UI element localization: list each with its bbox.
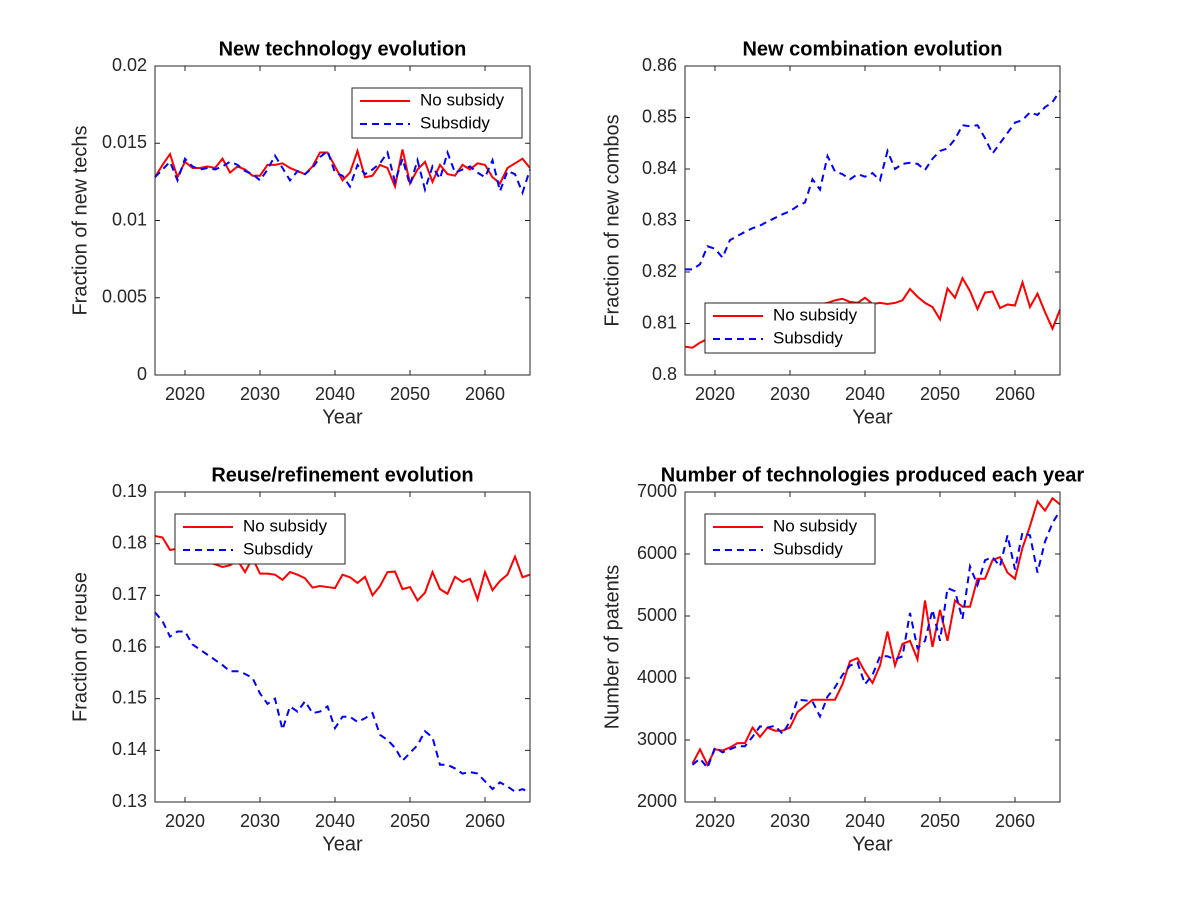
y-tick-label: 4000 (637, 667, 677, 687)
x-tick-label: 2020 (695, 811, 735, 831)
x-axis-label: Year (852, 406, 893, 428)
x-tick-label: 2060 (465, 811, 505, 831)
x-tick-label: 2040 (845, 384, 885, 404)
y-tick-label: 0 (137, 364, 147, 384)
y-axis-label: Fraction of reuse (69, 572, 91, 722)
y-tick-label: 0.19 (112, 481, 147, 501)
chart-title: New technology evolution (219, 38, 467, 60)
legend-label: Subsdidy (243, 539, 313, 558)
y-tick-label: 0.81 (642, 312, 677, 332)
y-tick-label: 0.83 (642, 209, 677, 229)
y-tick-label: 0.02 (112, 55, 147, 75)
y-tick-label: 6000 (637, 543, 677, 563)
y-tick-label: 0.015 (102, 132, 147, 152)
x-tick-label: 2030 (240, 384, 280, 404)
x-tick-label: 2040 (315, 384, 355, 404)
x-tick-label: 2050 (920, 384, 960, 404)
x-tick-label: 2030 (240, 811, 280, 831)
y-tick-label: 0.005 (102, 287, 147, 307)
y-tick-label: 0.17 (112, 584, 147, 604)
legend-label: Subsdidy (773, 328, 843, 347)
y-axis-label: Fraction of new techs (69, 125, 91, 315)
x-tick-label: 2050 (920, 811, 960, 831)
legend-label: No subsidy (773, 516, 858, 535)
x-tick-label: 2060 (465, 384, 505, 404)
y-tick-label: 0.13 (112, 791, 147, 811)
y-tick-label: 0.16 (112, 636, 147, 656)
y-tick-label: 0.84 (642, 158, 677, 178)
x-tick-label: 2020 (695, 384, 735, 404)
legend-label: No subsidy (773, 305, 858, 324)
x-tick-label: 2040 (315, 811, 355, 831)
x-axis-label: Year (852, 833, 893, 855)
x-tick-label: 2020 (165, 384, 205, 404)
legend-label: No subsidy (243, 516, 328, 535)
legend-label: No subsidy (420, 90, 505, 109)
legend-label: Subsdidy (773, 539, 843, 558)
x-tick-label: 2050 (390, 384, 430, 404)
y-tick-label: 0.15 (112, 687, 147, 707)
x-tick-label: 2020 (165, 811, 205, 831)
x-axis-label: Year (322, 406, 363, 428)
chart-title: Number of technologies produced each yea… (661, 464, 1085, 486)
x-tick-label: 2060 (995, 384, 1035, 404)
y-tick-label: 0.86 (642, 55, 677, 75)
y-tick-label: 0.14 (112, 739, 147, 759)
y-tick-label: 5000 (637, 605, 677, 625)
x-tick-label: 2060 (995, 811, 1035, 831)
y-tick-label: 0.18 (112, 532, 147, 552)
x-tick-label: 2030 (770, 384, 810, 404)
x-tick-label: 2050 (390, 811, 430, 831)
y-tick-label: 3000 (637, 729, 677, 749)
x-axis-label: Year (322, 833, 363, 855)
y-axis-label: Fraction of new combos (601, 114, 623, 326)
chart-title: Reuse/refinement evolution (211, 464, 473, 486)
x-tick-label: 2030 (770, 811, 810, 831)
y-tick-label: 0.8 (652, 364, 677, 384)
y-axis-label: Number of patents (601, 565, 623, 730)
y-tick-label: 0.01 (112, 209, 147, 229)
chart-title: New combination evolution (742, 38, 1002, 60)
y-tick-label: 0.82 (642, 261, 677, 281)
y-tick-label: 2000 (637, 791, 677, 811)
x-tick-label: 2040 (845, 811, 885, 831)
y-tick-label: 0.85 (642, 106, 677, 126)
legend-label: Subsdidy (420, 113, 490, 132)
